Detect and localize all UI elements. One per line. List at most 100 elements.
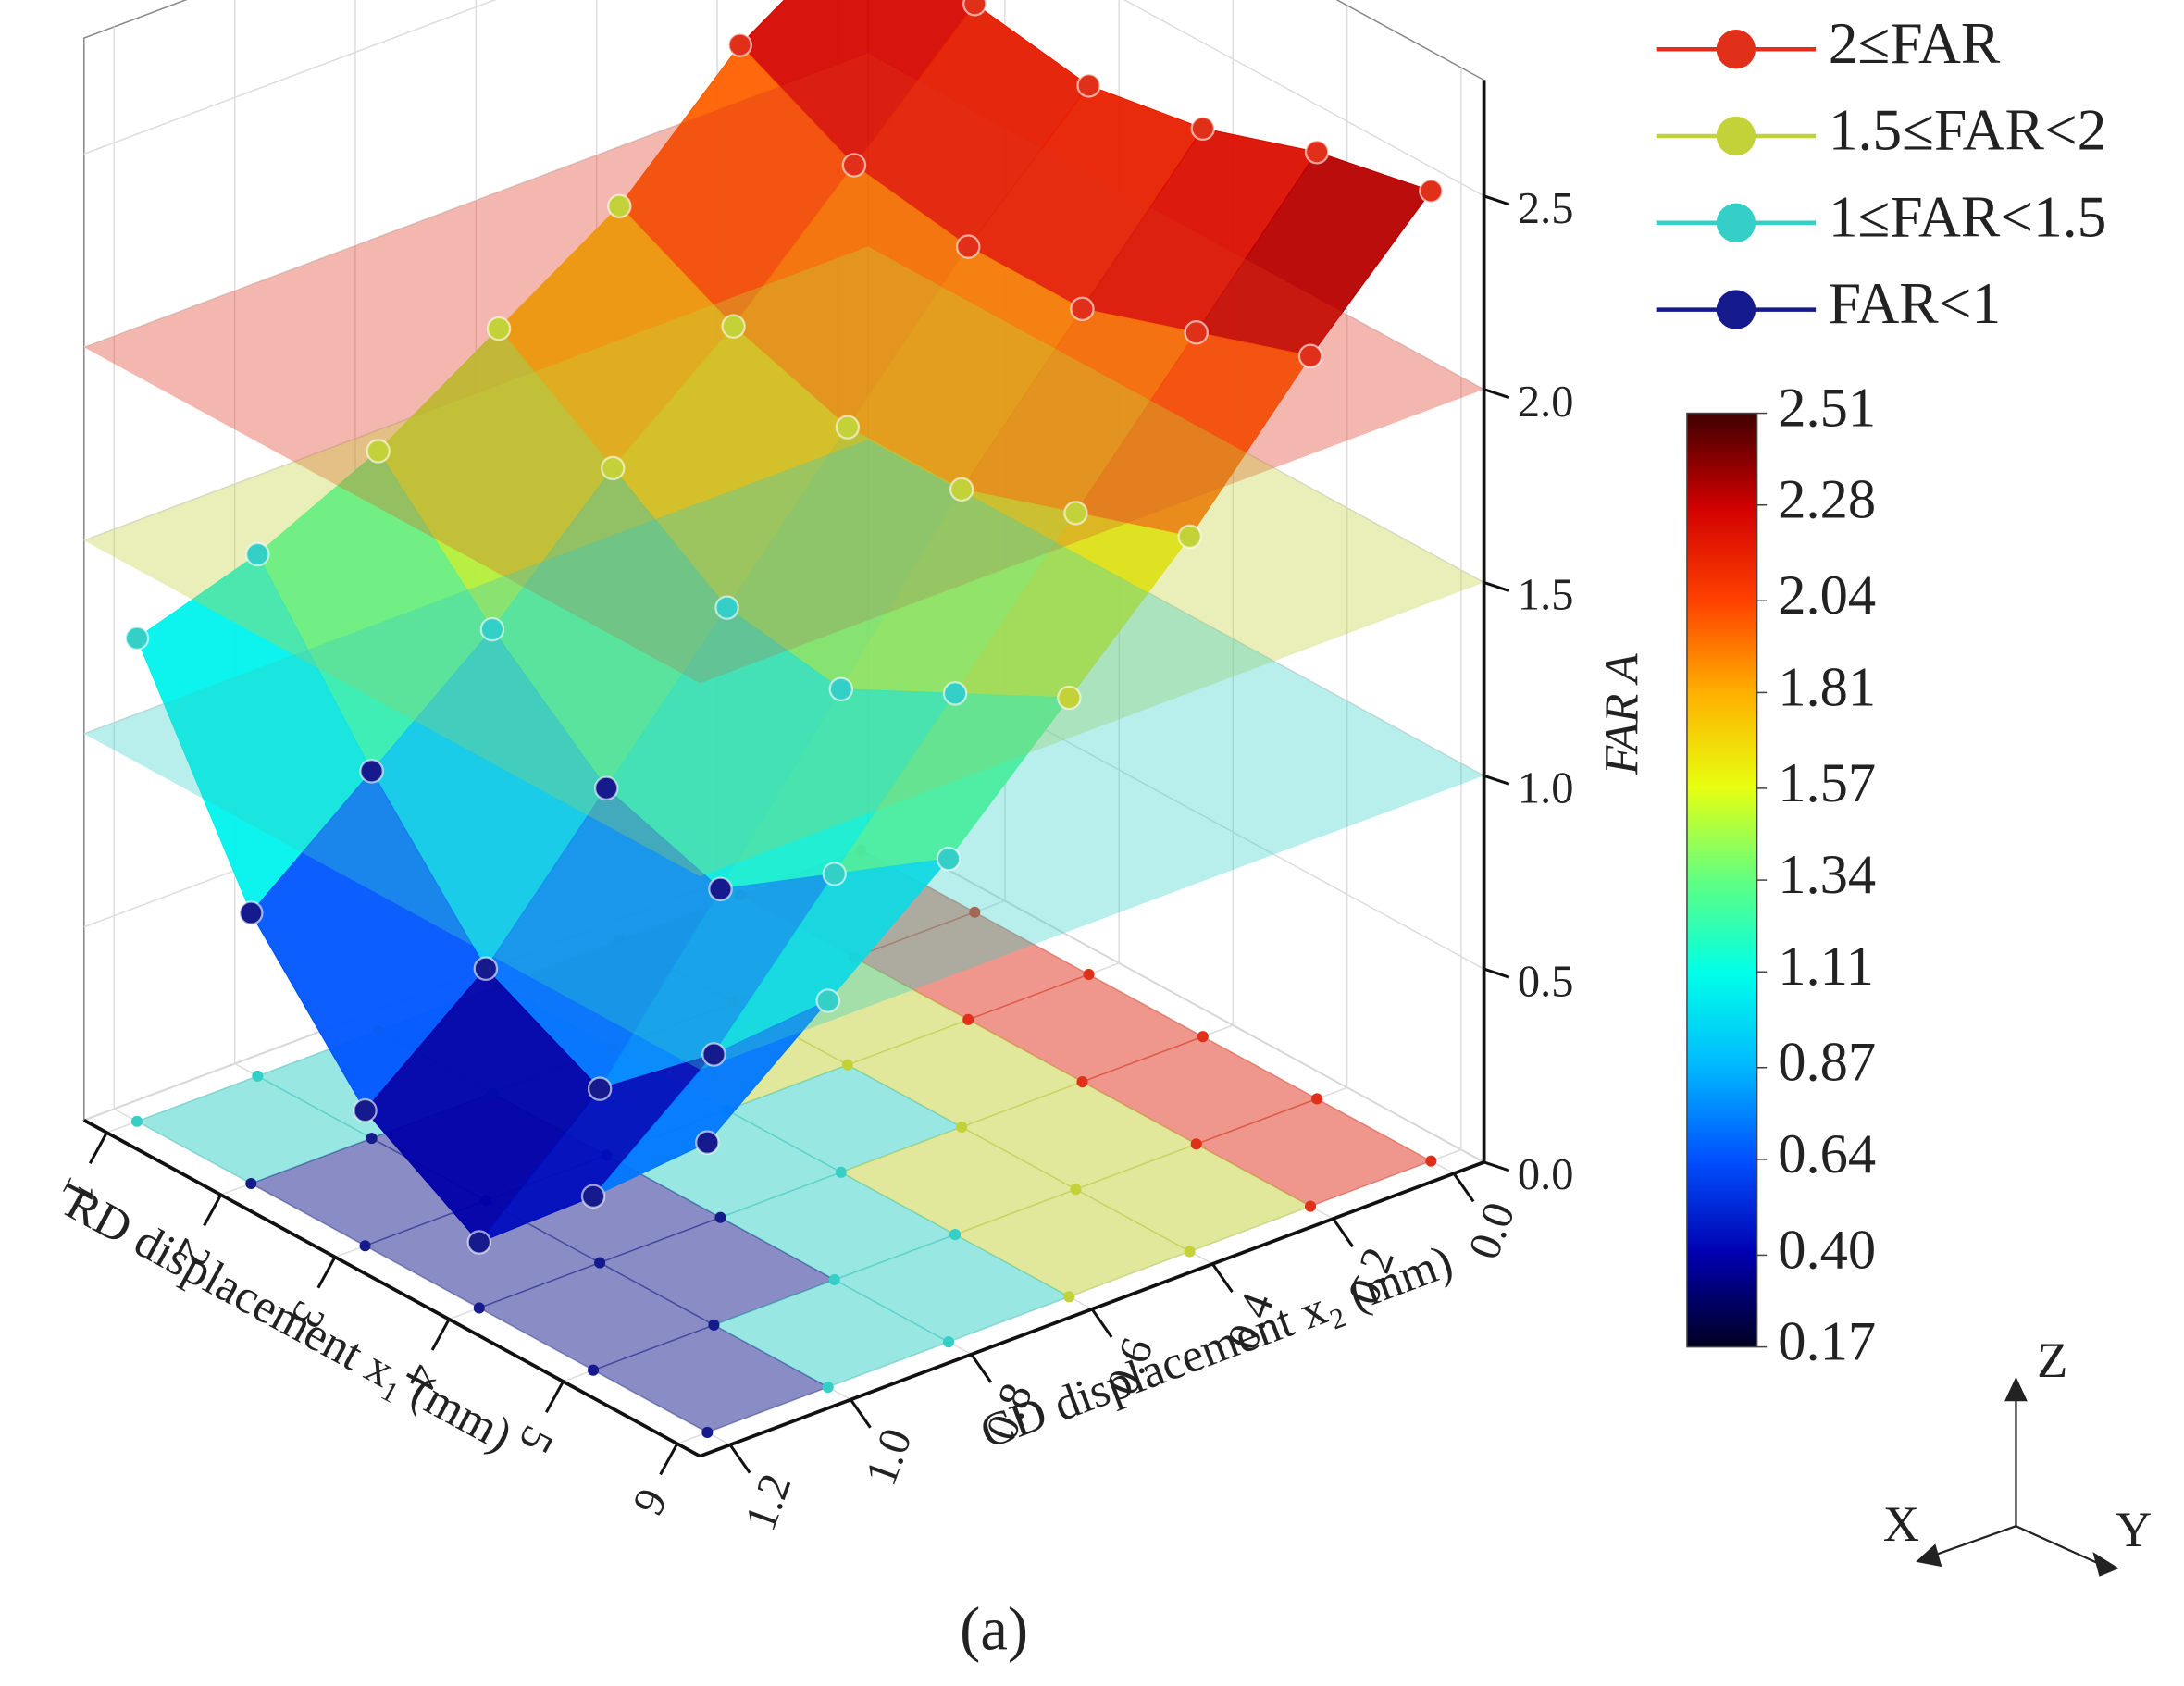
floor-dot xyxy=(366,1133,378,1145)
y-tick-label: 1.0 xyxy=(856,1422,922,1492)
y-tick xyxy=(850,1398,872,1429)
floor-dot xyxy=(1076,1076,1088,1088)
x-tick-label: 5 xyxy=(509,1418,563,1460)
caption: (a) xyxy=(960,1596,1028,1664)
z-tick xyxy=(1483,194,1510,206)
data-sphere xyxy=(1190,116,1216,141)
triad-label: X xyxy=(1883,1495,1919,1552)
legend-label: 1≤FAR<1.5 xyxy=(1829,183,2107,249)
x-tick xyxy=(203,1194,223,1227)
threshold-plane xyxy=(83,440,1484,1070)
data-sphere xyxy=(955,234,981,259)
colorbar-tick-label: 2.28 xyxy=(1778,469,1876,531)
triad xyxy=(1916,1376,2119,1577)
colorbar-tick-label: 2.51 xyxy=(1778,377,1876,439)
data-sphere xyxy=(1076,73,1101,98)
floor-dot xyxy=(245,1177,257,1190)
data-sphere xyxy=(607,193,632,218)
data-sphere xyxy=(815,988,840,1013)
floor-dot xyxy=(1083,968,1095,981)
data-sphere xyxy=(695,1130,720,1155)
threshold-plane xyxy=(83,246,1484,877)
data-sphere xyxy=(124,626,150,651)
colorbar-tick-label: 1.11 xyxy=(1778,936,1874,998)
data-sphere xyxy=(962,0,987,17)
data-sphere xyxy=(1177,524,1202,550)
colorbar-tick-label: 1.81 xyxy=(1778,656,1876,718)
z-tick-label: 1.5 xyxy=(1518,571,1574,620)
y-tick-label: 1.2 xyxy=(736,1468,801,1537)
data-sphere xyxy=(942,681,968,706)
data-sphere xyxy=(580,1184,606,1209)
data-sphere xyxy=(708,876,733,901)
y-tick xyxy=(1452,1172,1475,1203)
floor-dot xyxy=(701,1426,714,1439)
floor-dot xyxy=(588,1364,600,1376)
legend-label: 1.5≤FAR<2 xyxy=(1829,97,2107,163)
floor-dot xyxy=(841,1059,853,1071)
legend: 2≤FAR 1.5≤FAR<2 1≤FAR<1.5 FAR<1 xyxy=(1656,10,2107,336)
triad-arrow xyxy=(1916,1543,1942,1568)
y-tick xyxy=(728,1444,751,1474)
colorbar-tick-label: 0.64 xyxy=(1778,1123,1876,1185)
triad-label: Z xyxy=(2037,1332,2067,1388)
data-sphere xyxy=(587,1076,613,1101)
colorbar-tick-label: 2.04 xyxy=(1778,564,1876,626)
floor-dot xyxy=(130,1115,143,1127)
floor-dot xyxy=(1197,1031,1209,1043)
y-tick xyxy=(1211,1263,1234,1294)
data-sphere xyxy=(1057,685,1082,711)
data-sphere xyxy=(1297,343,1323,368)
data-sphere xyxy=(353,1097,378,1123)
z-tick xyxy=(1483,774,1510,786)
x-tick-label: 6 xyxy=(623,1481,676,1523)
data-sphere xyxy=(822,862,847,886)
x-tick xyxy=(88,1132,108,1164)
floor-dot xyxy=(473,1302,485,1314)
y-tick xyxy=(1332,1218,1355,1248)
data-sphere xyxy=(359,759,384,784)
grid-line xyxy=(676,68,1462,1444)
floor-dot xyxy=(708,1319,720,1331)
floor-dot xyxy=(1184,1246,1196,1258)
data-sphere xyxy=(601,455,626,481)
y-tick-label: 0.0 xyxy=(1459,1196,1525,1266)
legend-marker xyxy=(1716,290,1756,329)
data-sphere xyxy=(949,477,974,502)
floor-dot xyxy=(714,1211,726,1223)
floor-dot xyxy=(1304,1200,1317,1212)
floor-dot xyxy=(1063,1291,1075,1303)
spheres xyxy=(124,0,1444,1255)
data-sphere xyxy=(835,415,861,440)
floor-dot xyxy=(1070,1184,1082,1196)
floor-dot xyxy=(942,1336,955,1348)
colorbar-tick-label: 0.87 xyxy=(1778,1032,1876,1094)
z-tick-label: 0.5 xyxy=(1518,957,1574,1006)
data-sphere xyxy=(473,956,499,982)
floor-dot xyxy=(252,1070,264,1082)
grid-line xyxy=(83,0,1484,197)
data-sphere xyxy=(366,439,391,464)
data-sphere xyxy=(593,775,619,800)
floor-dot xyxy=(1425,1155,1437,1167)
data-sphere xyxy=(486,316,512,341)
data-sphere xyxy=(936,846,962,872)
colorbar-tick-label: 1.34 xyxy=(1778,844,1876,906)
data-sphere xyxy=(245,541,270,567)
data-sphere xyxy=(239,900,264,925)
threshold-plane xyxy=(83,53,1484,684)
legend-marker xyxy=(1716,30,1756,69)
data-sphere xyxy=(727,32,752,57)
data-sphere xyxy=(1184,320,1209,345)
z-tick-label: 0.0 xyxy=(1518,1150,1574,1199)
x-tick xyxy=(659,1443,679,1476)
data-sphere xyxy=(1070,296,1095,322)
data-sphere xyxy=(701,1042,726,1067)
grid-line xyxy=(113,26,731,1446)
colorbar: 0.17 0.40 0.64 0.87 1.11 1.34 1.57 1.81 2.04 2.28… xyxy=(1686,377,1876,1373)
data-sphere xyxy=(841,153,867,178)
floor-dot xyxy=(835,1166,847,1178)
floor-dot xyxy=(969,906,981,918)
floor-dot xyxy=(949,1229,962,1241)
x-tick xyxy=(316,1256,337,1289)
